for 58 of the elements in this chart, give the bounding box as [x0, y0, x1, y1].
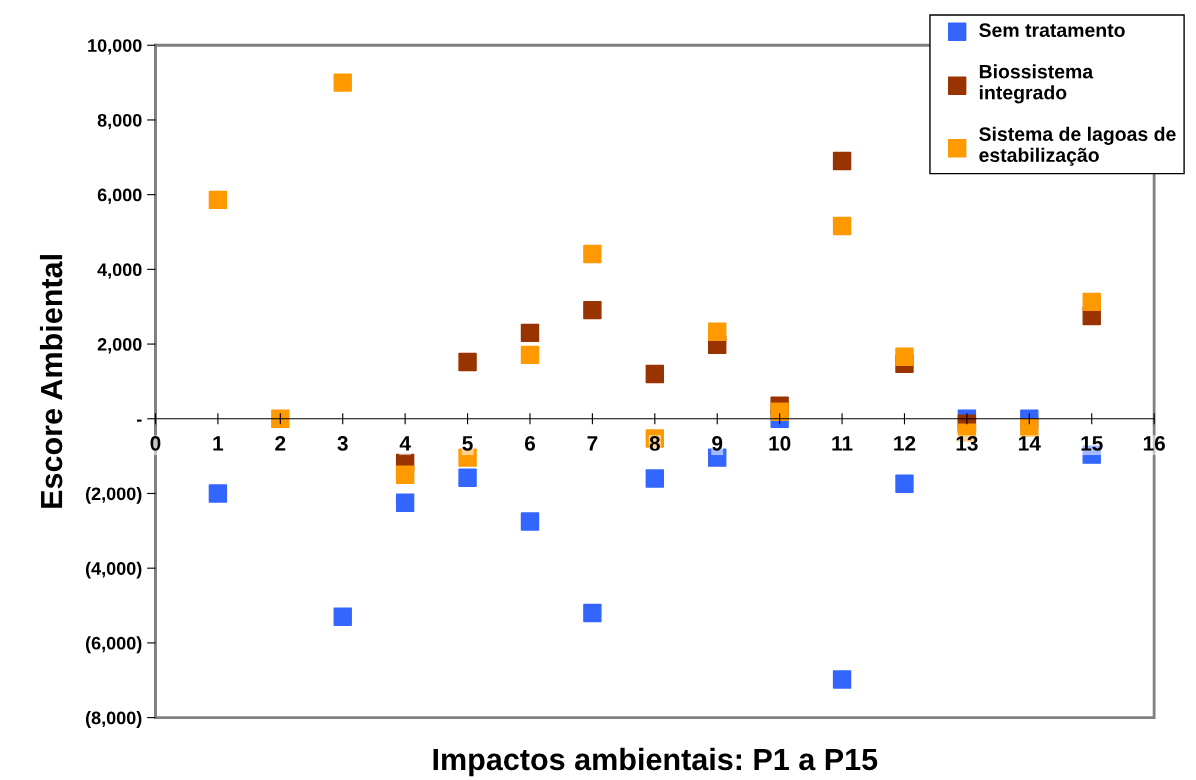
point	[395, 465, 415, 485]
y-tick-label: 8,000	[97, 113, 142, 130]
x-tick-label: 7	[587, 436, 598, 451]
point	[770, 402, 789, 421]
x-tick-label: 13	[956, 435, 978, 451]
point	[583, 300, 602, 320]
point	[520, 345, 540, 365]
x-tick-label: 16	[1143, 435, 1165, 451]
legend-label: Biossistema integrado	[979, 64, 1094, 104]
y-tick-label: 10,000	[88, 39, 142, 55]
x-tick-label: 14	[1019, 436, 1041, 451]
point	[708, 322, 727, 341]
point	[333, 607, 352, 626]
x-tick-label: 15	[1081, 436, 1103, 451]
x-tick-label: 6	[524, 435, 536, 451]
x-tick-label: 5	[462, 436, 473, 451]
point	[208, 484, 228, 503]
x-tick-label: 11	[832, 436, 853, 451]
legend-label: Sistema de lagoas de estabilização	[979, 126, 1176, 166]
point	[832, 670, 852, 689]
y-axis-title: Escore Ambiental	[39, 255, 63, 508]
y-tick-label: (4,000)	[85, 561, 142, 579]
y-tick-label: (2,000)	[85, 486, 142, 504]
x-tick-label: 10	[769, 435, 791, 451]
point	[895, 347, 914, 366]
point	[1082, 292, 1101, 312]
point	[832, 216, 852, 236]
x-tick-label: 1	[213, 436, 224, 451]
legend-label: Sem tratamento	[979, 23, 1125, 38]
point	[832, 151, 852, 171]
x-tick-label: 4	[399, 436, 411, 451]
point	[333, 73, 352, 92]
x-tick-label: 0	[150, 435, 161, 451]
point	[645, 364, 665, 384]
y-tick-label: 2,000	[97, 338, 142, 354]
point	[645, 469, 665, 488]
point	[583, 603, 602, 623]
point	[1020, 418, 1039, 437]
x-tick-label: 9	[712, 435, 723, 451]
point	[395, 493, 415, 513]
y-tick-label: -	[136, 419, 142, 422]
point	[271, 409, 290, 428]
y-tick-label: 4,000	[97, 263, 142, 279]
point	[895, 474, 914, 493]
point	[583, 244, 602, 264]
point	[458, 352, 477, 372]
y-tick-label: 6,000	[97, 188, 142, 204]
x-axis-title: Impactos ambientais: P1 a P15	[433, 747, 878, 777]
x-tick-label: 3	[337, 435, 348, 451]
y-tick-label: (6,000)	[85, 636, 142, 654]
point	[520, 512, 540, 531]
x-tick-label: 2	[275, 435, 286, 451]
x-tick-label: 12	[894, 435, 916, 451]
point	[208, 190, 228, 210]
y-tick-label: (8,000)	[85, 711, 142, 728]
point	[458, 468, 477, 487]
x-tick-label: 8	[649, 435, 660, 451]
point	[520, 323, 540, 343]
